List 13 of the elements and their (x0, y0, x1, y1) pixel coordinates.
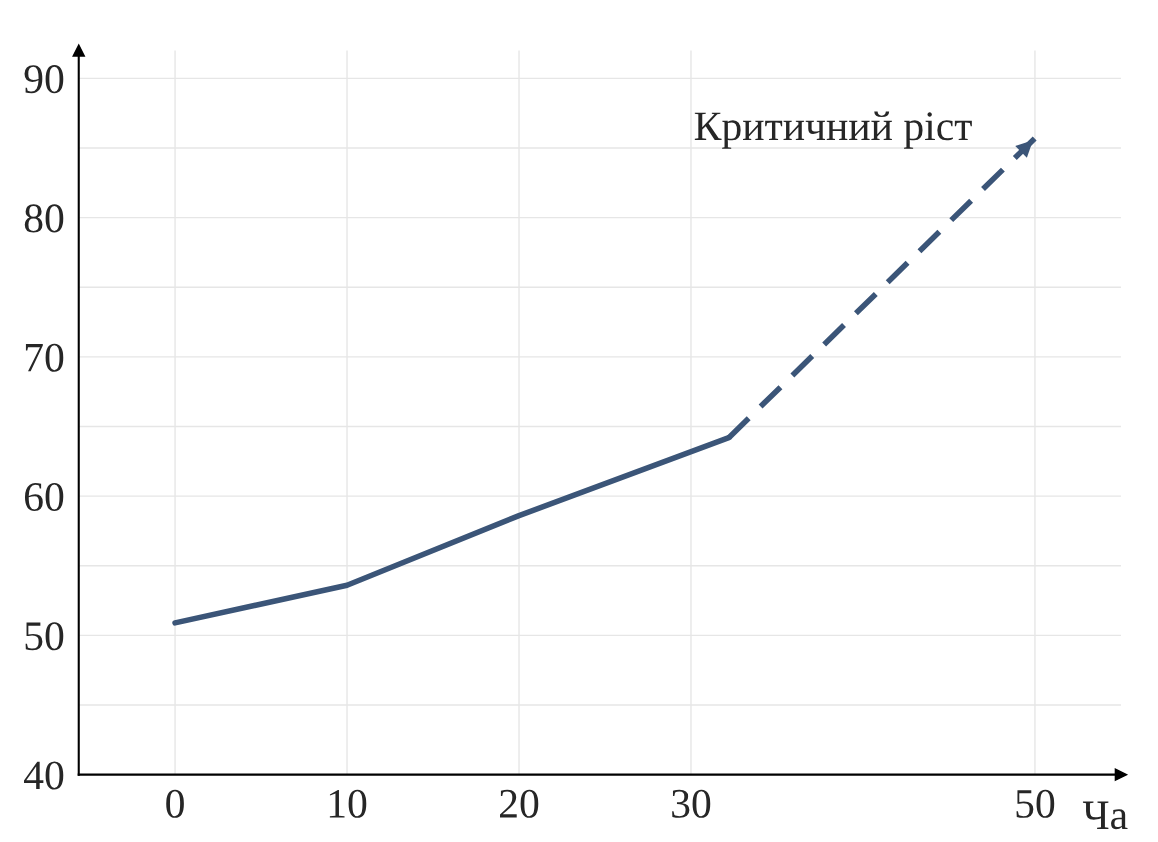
y-tick-label: 40 (24, 761, 64, 790)
y-tick-label: 90 (24, 65, 64, 94)
y-tick-label: 50 (25, 622, 64, 651)
x-axis-title: Ча (1082, 801, 1128, 830)
y-tick-label: 60 (24, 482, 64, 511)
x-tick-label: 30 (672, 789, 711, 818)
annotation: Критичний ріст (694, 111, 972, 149)
x-tick-label: 20 (500, 789, 539, 818)
x-tick-label: 0 (166, 789, 184, 818)
y-tick-label: 80 (24, 204, 64, 233)
x-tick-label: 10 (329, 789, 367, 818)
x-tick-label: 50 (1016, 789, 1055, 818)
y-tick-label: 70 (25, 343, 64, 372)
